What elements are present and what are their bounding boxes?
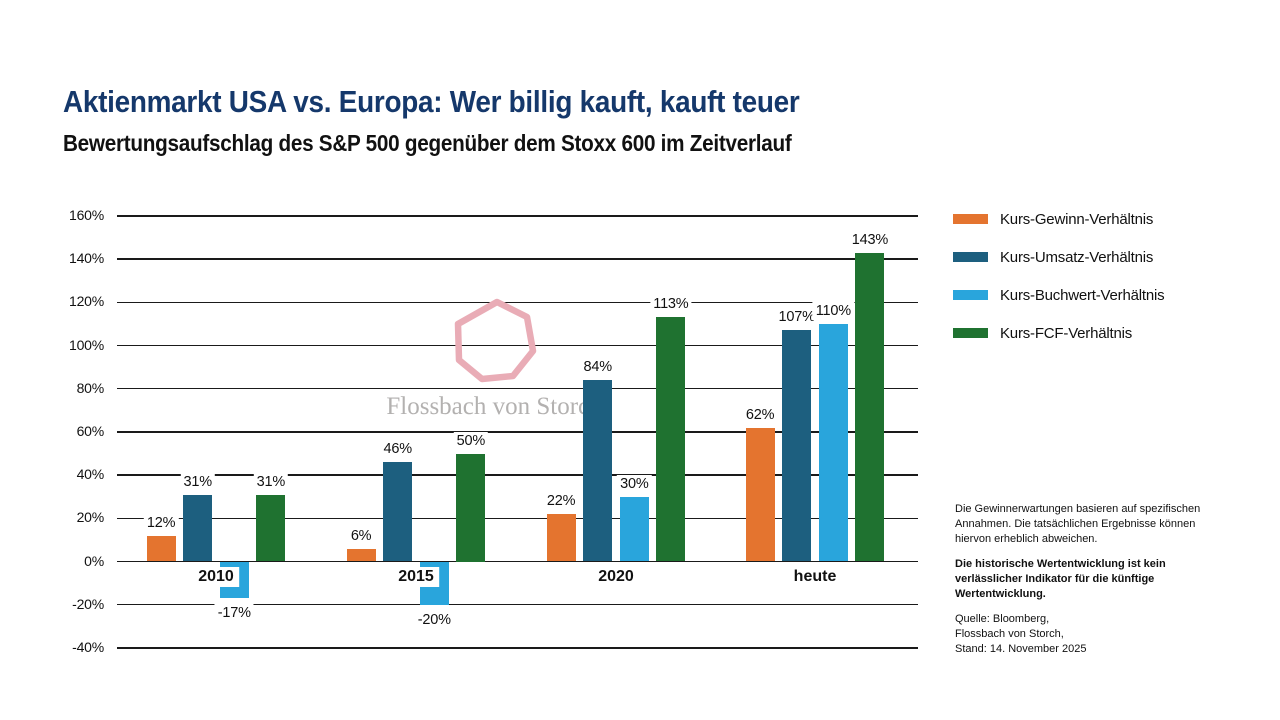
value-label: 46% [380, 440, 415, 459]
y-axis-tick-label: 40% [76, 466, 105, 483]
value-label: 107% [775, 308, 818, 327]
footnote-line: verlässlicher Indikator für die künftige [955, 573, 1155, 585]
footnote-risk: Die Gewinnerwartungen basieren auf spezi… [955, 502, 1217, 547]
gridline [117, 431, 918, 433]
value-label: -20% [414, 610, 454, 629]
value-label: 50% [453, 431, 489, 450]
gridline [117, 603, 918, 606]
page-title: Aktienmarkt USA vs. Europa: Wer billig k… [63, 84, 800, 119]
value-label: 30% [617, 474, 652, 493]
watermark-text: Flossbach von Storch [386, 393, 602, 420]
y-axis-tick-label: 160% [68, 206, 104, 223]
value-label: 84% [580, 358, 615, 377]
y-axis-tick-label: 140% [68, 250, 104, 267]
legend-item: Kurs-Buchwert-Verhältnis [953, 285, 1165, 305]
y-axis-tick-label: -40% [72, 638, 104, 655]
bar-Kurs-Gewinn-Verhältnis-2010 [146, 535, 176, 562]
gridline [117, 474, 918, 476]
y-axis-tick-label: 0% [84, 552, 104, 569]
x-axis-category-label: 2020 [593, 567, 639, 587]
bar-Kurs-FCF-Verhältnis-2010 [256, 494, 286, 562]
footnote-line: Stand: 14. November 2025 [955, 643, 1087, 655]
gridline [117, 517, 918, 520]
value-label: 62% [742, 405, 778, 424]
legend-label: Kurs-FCF-Verhältnis [1000, 324, 1133, 342]
legend-item: Kurs-Umsatz-Verhältnis [953, 247, 1164, 267]
footnote-line: hiervon erheblich abweichen. [955, 533, 1098, 545]
bar-Kurs-Gewinn-Verhältnis-heute [745, 427, 775, 562]
bar-Kurs-Buchwert-Verhältnis-2020 [619, 496, 649, 562]
legend-swatch-icon [953, 214, 988, 224]
legend-swatch-icon [953, 252, 988, 262]
legend-item: Kurs-Gewinn-Verhältnis [953, 209, 1164, 229]
value-label: 12% [143, 513, 179, 532]
gridline [117, 258, 918, 260]
chart-legend: Kurs-Gewinn-Verhältnis Kurs-Umsatz-Verhäl… [953, 209, 1165, 361]
footnotes: Die Gewinnerwartungen basieren auf spezi… [955, 502, 1217, 667]
value-label: 143% [848, 230, 892, 249]
x-axis-category-label: 2015 [393, 567, 439, 587]
legend-item: Kurs-FCF-Verhältnis [953, 323, 1164, 343]
x-axis-category-label: 2010 [193, 567, 239, 587]
x-axis-category-label: heute [788, 567, 842, 587]
footnote-line: Die Gewinnerwartungen basieren auf spezi… [955, 503, 1201, 515]
footnote-source: Quelle: Bloomberg, Flossbach von Storch,… [955, 612, 1217, 657]
bar-Kurs-FCF-Verhältnis-heute [855, 252, 885, 562]
gridline [117, 387, 918, 390]
bar-Kurs-FCF-Verhältnis-2015 [456, 453, 486, 562]
value-label: 31% [253, 472, 289, 491]
value-label: 31% [180, 472, 215, 491]
gridline [117, 560, 918, 563]
bar-Kurs-Umsatz-Verhältnis-2015 [383, 462, 413, 562]
footnote-line: Flossbach von Storch, [955, 628, 1064, 640]
bar-Kurs-Gewinn-Verhältnis-2020 [546, 513, 576, 562]
y-axis-tick-label: 120% [68, 293, 104, 310]
gridline [117, 344, 918, 347]
legend-label: Kurs-Gewinn-Verhältnis [1000, 210, 1154, 228]
y-axis-tick-label: 80% [76, 379, 105, 396]
flossbach-logo-icon [454, 298, 537, 383]
y-axis-tick-label: 60% [76, 422, 105, 439]
legend-label: Kurs-Buchwert-Verhältnis [1000, 286, 1165, 304]
footnote-line: Quelle: Bloomberg, [955, 613, 1050, 625]
value-label: 6% [347, 526, 375, 545]
bar-Kurs-Gewinn-Verhältnis-2015 [346, 548, 376, 562]
value-label: -17% [214, 604, 254, 623]
footnote-line: Wertentwicklung. [955, 588, 1046, 600]
legend-swatch-icon [953, 290, 988, 300]
footnote-line: Die historische Wertentwicklung ist kein [955, 558, 1166, 570]
legend-swatch-icon [953, 328, 988, 338]
footnote-disclaimer: Die historische Wertentwicklung ist kein… [955, 557, 1217, 602]
bar-Kurs-Buchwert-Verhältnis-heute [818, 323, 848, 562]
footnote-line: Annahmen. Die tatsächlichen Ergebnisse k… [955, 518, 1196, 530]
gridline [117, 647, 918, 649]
value-label: 110% [812, 301, 854, 320]
bar-Kurs-FCF-Verhältnis-2020 [656, 317, 686, 562]
gridline [117, 301, 918, 304]
page-subtitle: Bewertungsaufschlag des S&P 500 gegenübe… [63, 130, 792, 156]
legend-label: Kurs-Umsatz-Verhältnis [1000, 248, 1154, 266]
value-label: 22% [543, 491, 579, 510]
y-axis-tick-label: 100% [68, 336, 104, 353]
gridline [117, 215, 918, 217]
y-axis-tick-label: -20% [72, 595, 104, 612]
value-label: 113% [650, 295, 692, 314]
y-axis-tick-label: 20% [76, 509, 105, 526]
bar-Kurs-Umsatz-Verhältnis-2020 [583, 380, 613, 562]
bar-Kurs-Umsatz-Verhältnis-heute [782, 330, 812, 562]
bar-Kurs-Umsatz-Verhältnis-2010 [183, 494, 213, 562]
